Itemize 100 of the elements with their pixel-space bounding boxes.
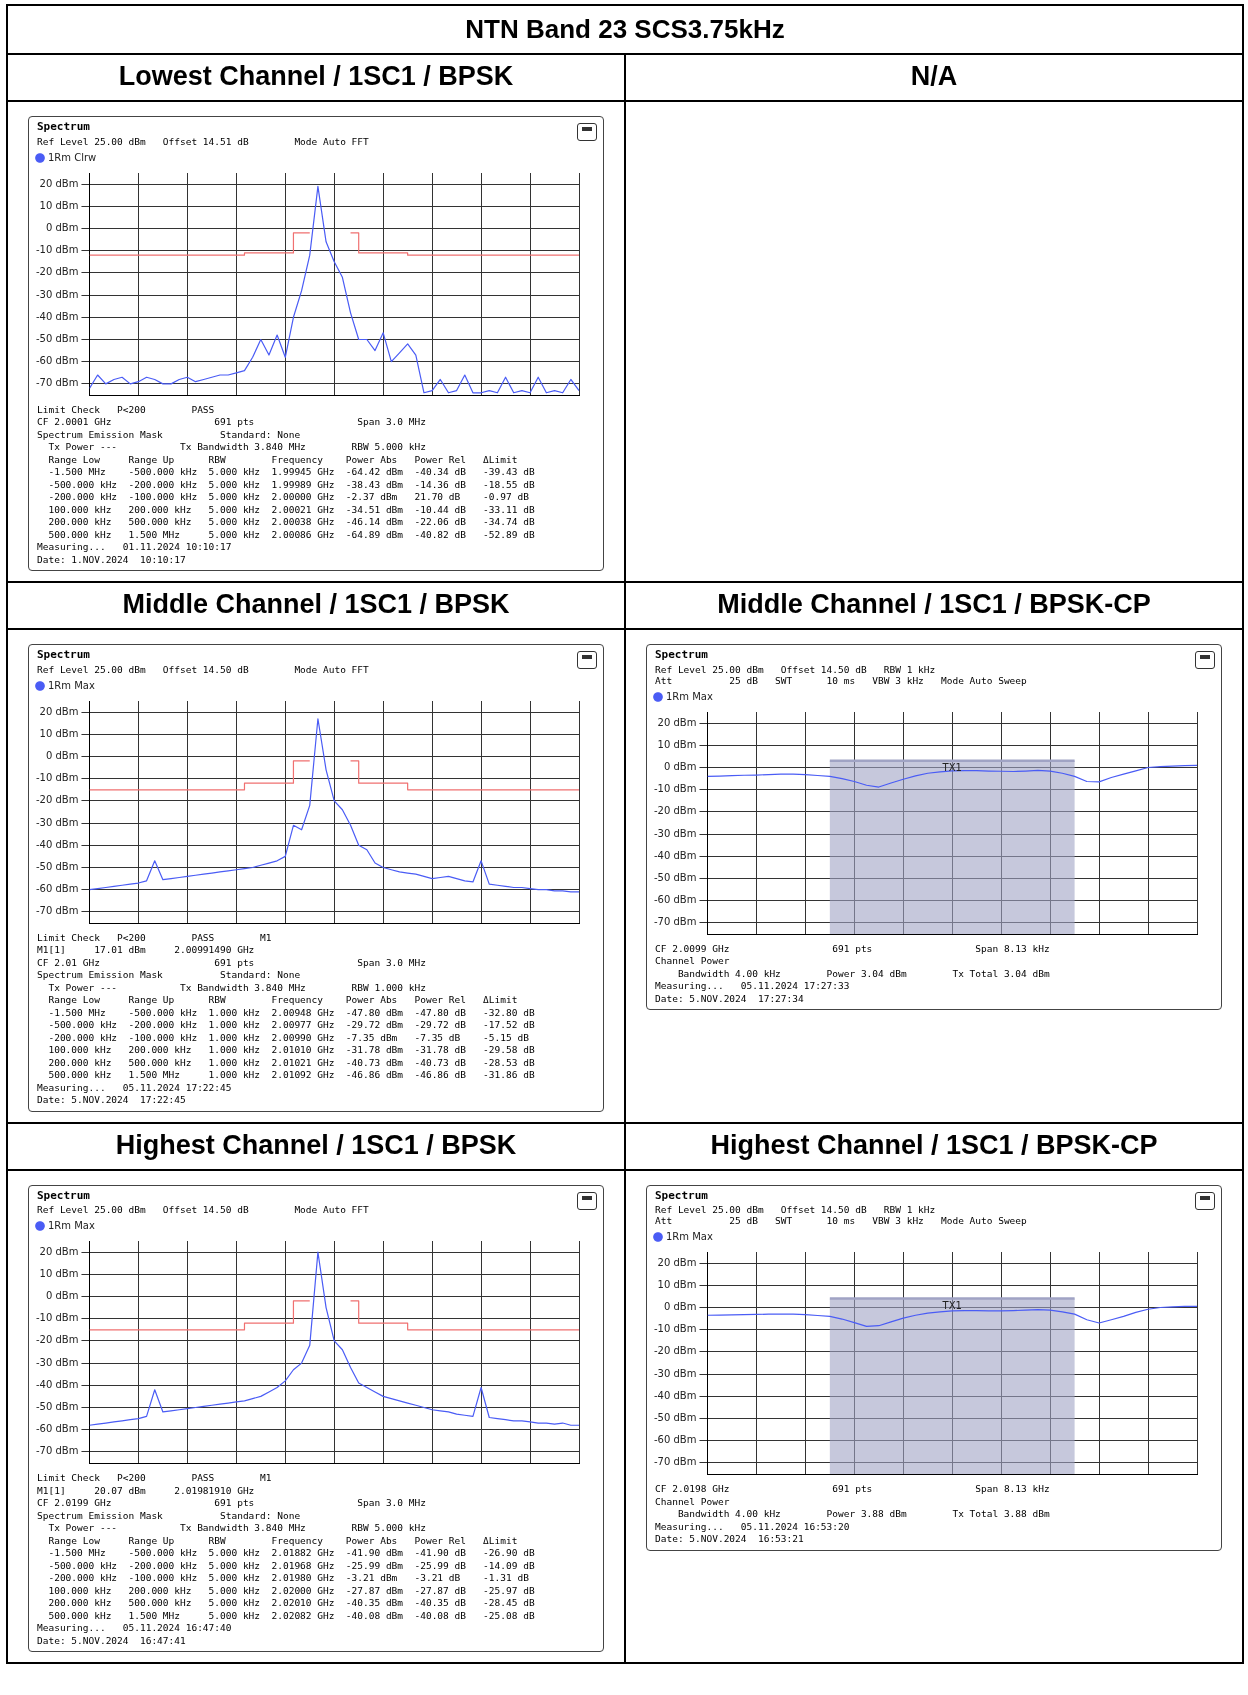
chart-subtitle: Ref Level 25.00 dBm Offset 14.50 dB Mode Auto FFT (37, 663, 370, 675)
y-tick-label: -50 dBm (35, 332, 79, 344)
y-tick-label: 20 dBm (39, 1245, 79, 1257)
y-tick-label: 10 dBm (39, 727, 79, 739)
text: Bandwidth 4.00 kHz Power 3.04 dBm Tx Total 3.04 dBm (677, 967, 1050, 979)
y-tick-label: -60 dBm (653, 893, 697, 905)
text: Channel Power (655, 955, 730, 966)
text: -200.000 kHz -100.000 kHz 5.000 kHz 2.01980 GHz -3.21 dBm -3.21 dB -1.31 dB (48, 1572, 529, 1583)
y-tick-label: 0 dBm (45, 221, 79, 233)
y-tick-label: -10 dBm (35, 1312, 79, 1324)
y-tick-label: -70 dBm (35, 376, 79, 388)
y-tick-label: -50 dBm (35, 860, 79, 872)
text: Tx Power --- Tx Bandwidth 3.840 MHz RBW 1.000 kHz (48, 981, 426, 993)
text: CF 2.0199 GHz 691 pts Span 3.0 MHz (37, 1497, 426, 1508)
text: -1.500 MHz -500.000 kHz 5.000 kHz 2.01882 GHz -41.90 dBm -41.90 dB -26.90 dB (48, 1547, 535, 1558)
text: Tx Power --- Tx Bandwidth 3.840 MHz RBW 5.000 kHz (48, 441, 426, 452)
y-tick-label: 10 dBm (657, 738, 697, 750)
text: Range Low Range Up RBW Frequency Power Abs Power Rel ΔLimit (48, 453, 518, 465)
text: Spectrum (37, 120, 91, 134)
text: -200.000 kHz -100.000 kHz 1.000 kHz 2.00990 GHz -7.35 dBm -7.35 dB -5.15 dB (48, 1031, 529, 1043)
y-tick-label: -30 dBm (653, 827, 697, 839)
y-tick-label: -60 dBm (35, 1423, 79, 1435)
y-tick-label: 0 dBm (45, 1290, 79, 1302)
text: 200.000 kHz 500.000 kHz 5.000 kHz 2.00038 GHz -46.14 dBm -22.06 dB -34.74 dB (48, 516, 535, 527)
chart-subtitle: Ref Level 25.00 dBm Offset 14.51 dB Mode Auto FFT (37, 135, 370, 147)
y-tick-label: 20 dBm (657, 1256, 697, 1268)
y-tick-label: -50 dBm (653, 1412, 697, 1424)
text: CF 2.0099 GHz 691 pts Span 8.13 kHz (655, 942, 1050, 954)
y-tick-label: -20 dBm (653, 804, 697, 816)
y-tick-label: -10 dBm (653, 1323, 697, 1335)
y-tick-label: -40 dBm (35, 1378, 79, 1390)
text: Measuring... 05.11.2024 17:22:45 (37, 1081, 232, 1093)
text: CF 2.01 GHz 691 pts Span 3.0 MHz (37, 956, 426, 968)
text: Spectrum Emission Mask Standard: None (37, 1509, 301, 1521)
text: Limit Check P<200 PASS (37, 403, 215, 415)
legend-label: 1Rm Max (48, 1219, 95, 1231)
text: Limit Check P<200 PASS M1 (37, 1472, 272, 1483)
y-tick-label: -50 dBm (35, 1401, 79, 1413)
y-tick-label: -30 dBm (653, 1367, 697, 1379)
text: Range Low Range Up RBW Frequency Power Abs Power Rel ΔLimit (48, 1534, 518, 1546)
chart-title: Highest Channel / 1SC1 / BPSK (8, 1123, 624, 1171)
y-tick-label: -40 dBm (35, 838, 79, 850)
text: -1.500 MHz -500.000 kHz 1.000 kHz 2.00948 GHz -47.80 dBm -47.80 dB -32.80 dB (48, 1006, 535, 1018)
y-tick-label: -20 dBm (35, 1334, 79, 1346)
y-tick-label: -70 dBm (653, 1456, 697, 1468)
text: Date: 5.NOV.2024 16:47:41 (37, 1634, 186, 1646)
y-tick-label: -10 dBm (653, 782, 697, 794)
text: Spectrum (37, 648, 91, 662)
text: Range Low Range Up RBW Frequency Power Abs Power Rel ΔLimit (48, 994, 518, 1005)
text: Measuring... 05.11.2024 16:47:40 (37, 1622, 232, 1633)
chart-title: Middle Channel / 1SC1 / BPSK (8, 583, 624, 630)
y-tick-label: -60 dBm (653, 1434, 697, 1446)
chart-subtitle: Ref Level 25.00 dBm Offset 14.50 dB RBW 1 kHz Att 25 dB SWT 10 ms VBW 3 kHz Mode Auto Sweep (655, 663, 1028, 686)
legend-label: 1Rm Max (48, 679, 95, 691)
y-tick-label: -70 dBm (35, 1445, 79, 1457)
chart-title: Lowest Channel / 1SC1 / BPSK (8, 55, 624, 102)
text: Date: 5.NOV.2024 16:53:21 (655, 1533, 804, 1544)
text: Limit Check P<200 PASS M1 (37, 931, 272, 943)
chart-title: Highest Channel / 1SC1 / BPSK-CP (626, 1123, 1242, 1171)
y-tick-label: 0 dBm (45, 749, 79, 761)
text: 500.000 kHz 1.500 MHz 5.000 kHz 2.00086 GHz -64.89 dBm -40.82 dB -52.89 dB (48, 528, 535, 540)
chart-title: Middle Channel / 1SC1 / BPSK-CP (626, 583, 1242, 630)
series-label: TX1 (941, 1300, 962, 1312)
text: -500.000 kHz -200.000 kHz 5.000 kHz 1.99989 GHz -38.43 dBm -14.36 dB -18.55 dB (48, 478, 535, 490)
y-tick-label: -10 dBm (35, 771, 79, 783)
y-tick-label: -70 dBm (653, 915, 697, 927)
y-tick-label: 20 dBm (39, 705, 79, 717)
text: -1.500 MHz -500.000 kHz 5.000 kHz 1.99945 GHz -64.42 dBm -40.34 dB -39.43 dB (48, 466, 535, 477)
y-tick-label: 0 dBm (663, 1301, 697, 1313)
series-label: TX1 (941, 761, 962, 773)
text: Measuring... 05.11.2024 16:53:20 (655, 1520, 850, 1532)
text: 100.000 kHz 200.000 kHz 5.000 kHz 2.00021 GHz -34.51 dBm -10.44 dB -33.11 dB (48, 503, 535, 515)
text: 100.000 kHz 200.000 kHz 1.000 kHz 2.01010 GHz -31.78 dBm -31.78 dB -29.58 dB (48, 1044, 535, 1055)
text: M1[1] 17.01 dBm 2.00991490 GHz (37, 944, 255, 955)
legend-label: 1Rm Clrw (48, 151, 97, 163)
y-tick-label: -70 dBm (35, 904, 79, 916)
text: 500.000 kHz 1.500 MHz 5.000 kHz 2.02082 GHz -40.08 dBm -40.08 dB -25.08 dB (48, 1609, 535, 1621)
y-tick-label: -40 dBm (653, 1389, 697, 1401)
y-tick-label: 20 dBm (657, 716, 697, 728)
text: Spectrum (655, 1188, 709, 1202)
chart-subtitle: Ref Level 25.00 dBm Offset 14.50 dB RBW 1 kHz Att 25 dB SWT 10 ms VBW 3 kHz Mode Auto Sweep (655, 1204, 1028, 1226)
y-tick-label: -50 dBm (653, 871, 697, 883)
text: Date: 5.NOV.2024 17:22:45 (37, 1094, 186, 1105)
y-tick-label: -40 dBm (35, 310, 79, 322)
text: Channel Power (655, 1495, 730, 1507)
text: Bandwidth 4.00 kHz Power 3.88 dBm Tx Total 3.88 dBm (677, 1508, 1050, 1519)
text: M1[1] 20.07 dBm 2.01981910 GHz (37, 1484, 255, 1496)
text: 200.000 kHz 500.000 kHz 1.000 kHz 2.01021 GHz -40.73 dBm -40.73 dB -28.53 dB (48, 1056, 535, 1068)
text: Tx Power --- Tx Bandwidth 3.840 MHz RBW 5.000 kHz (48, 1522, 426, 1533)
text: -500.000 kHz -200.000 kHz 1.000 kHz 2.00977 GHz -29.72 dBm -29.72 dB -17.52 dB (48, 1019, 535, 1030)
text: Spectrum (37, 1188, 91, 1202)
text: CF 2.0198 GHz 691 pts Span 8.13 kHz (655, 1483, 1050, 1494)
y-tick-label: -10 dBm (35, 243, 79, 255)
y-tick-label: 20 dBm (39, 177, 79, 189)
text: CF 2.0001 GHz 691 pts Span 3.0 MHz (37, 416, 426, 427)
legend-label: 1Rm Max (666, 690, 713, 702)
y-tick-label: -20 dBm (653, 1345, 697, 1357)
text: Date: 5.NOV.2024 17:27:34 (655, 992, 804, 1004)
text: N/A (626, 55, 1242, 102)
text: Spectrum Emission Mask Standard: None (37, 428, 301, 440)
